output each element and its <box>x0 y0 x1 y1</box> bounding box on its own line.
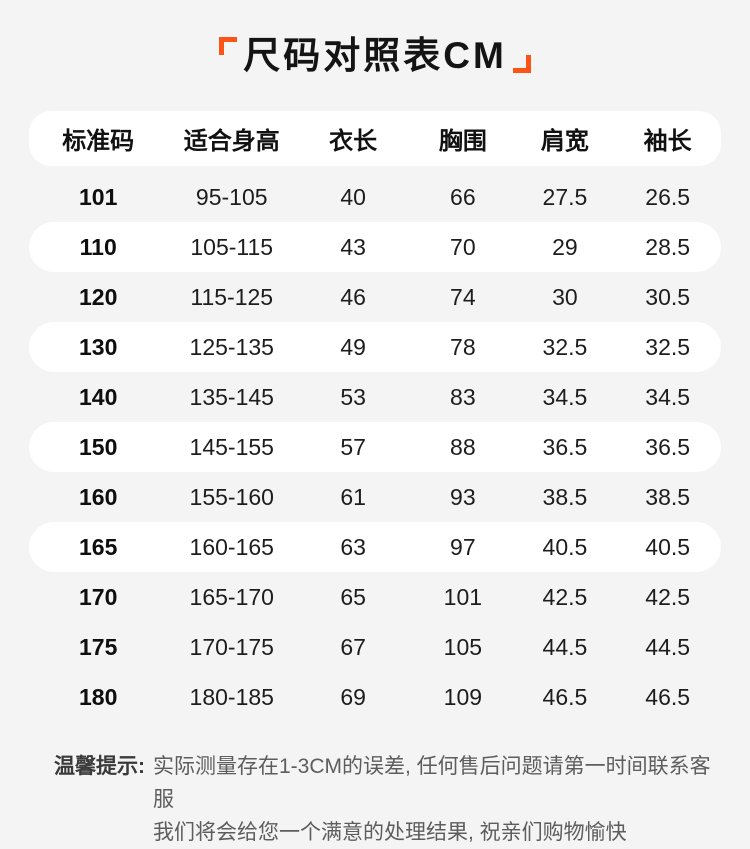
column-header: 胸围 <box>438 128 487 155</box>
measurement-cell: 27.5 <box>542 183 588 210</box>
measurement-cell: 63 <box>340 533 366 560</box>
footnote-text: 实际测量存在1-3CM的误差, 任何售后问题请第一时间联系客服 我们将会给您一个… <box>153 750 720 849</box>
size-code-cell: 120 <box>79 283 118 310</box>
measurement-cell: 40.5 <box>542 533 588 560</box>
measurement-cell: 78 <box>450 333 476 360</box>
measurement-cell: 38.5 <box>542 483 588 510</box>
measurement-cell: 69 <box>340 683 366 710</box>
size-code-cell: 110 <box>79 233 117 260</box>
page-title: 尺码对照表CM <box>0 0 750 78</box>
column-header: 袖长 <box>643 128 692 155</box>
column-header: 衣长 <box>329 128 378 155</box>
table-row: 120 115-125 46 74 30 30.5 <box>29 272 721 322</box>
measurement-cell: 83 <box>450 383 476 410</box>
measurement-cell: 34.5 <box>542 383 588 410</box>
measurement-cell: 44.5 <box>542 633 588 660</box>
size-table: 标准码 适合身高 衣长 胸围 肩宽 袖长 101 95-105 40 66 27.5 26.5 110… <box>29 111 721 722</box>
measurement-cell: 57 <box>340 433 366 460</box>
table-row: 165 160-165 63 97 40.5 40.5 <box>29 522 721 572</box>
measurement-cell: 49 <box>340 333 366 360</box>
size-code-cell: 175 <box>79 633 118 660</box>
measurement-cell: 160-165 <box>189 533 274 560</box>
column-header: 适合身高 <box>183 128 280 155</box>
measurement-cell: 36.5 <box>542 433 588 460</box>
measurement-cell: 46.5 <box>645 683 691 710</box>
measurement-cell: 30.5 <box>645 283 691 310</box>
measurement-cell: 46 <box>340 283 366 310</box>
measurement-cell: 101 <box>443 583 483 610</box>
measurement-cell: 38.5 <box>645 483 691 510</box>
measurement-cell: 95-105 <box>195 183 268 210</box>
measurement-cell: 135-145 <box>189 383 274 410</box>
column-header: 标准码 <box>62 128 135 155</box>
measurement-cell: 42.5 <box>542 583 588 610</box>
table-row: 140 135-145 53 83 34.5 34.5 <box>29 372 721 422</box>
footnote: 温馨提示: 实际测量存在1-3CM的误差, 任何售后问题请第一时间联系客服 我们… <box>54 750 720 849</box>
measurement-cell: 29 <box>552 233 578 260</box>
measurement-cell: 65 <box>340 583 366 610</box>
size-code-cell: 170 <box>79 583 118 610</box>
size-code-cell: 130 <box>79 333 118 360</box>
size-code-cell: 160 <box>79 483 118 510</box>
corner-bracket-left-icon <box>219 37 238 55</box>
size-code-cell: 165 <box>79 533 118 560</box>
table-row: 170 165-170 65 101 42.5 42.5 <box>29 572 721 622</box>
corner-bracket-right-icon <box>512 55 531 73</box>
measurement-cell: 40.5 <box>645 533 691 560</box>
measurement-cell: 145-155 <box>189 433 274 460</box>
measurement-cell: 165-170 <box>189 583 274 610</box>
page-title-text: 尺码对照表CM <box>243 35 507 76</box>
measurement-cell: 180-185 <box>189 683 274 710</box>
measurement-cell: 74 <box>450 283 476 310</box>
table-row: 150 145-155 57 88 36.5 36.5 <box>29 422 721 472</box>
measurement-cell: 105 <box>443 633 483 660</box>
measurement-cell: 26.5 <box>645 183 691 210</box>
measurement-cell: 30 <box>552 283 578 310</box>
measurement-cell: 42.5 <box>645 583 691 610</box>
measurement-cell: 105-115 <box>190 233 274 260</box>
measurement-cell: 97 <box>450 533 476 560</box>
table-row: 110 105-115 43 70 29 28.5 <box>29 222 721 272</box>
measurement-cell: 170-175 <box>189 633 274 660</box>
table-row: 101 95-105 40 66 27.5 26.5 <box>29 172 721 222</box>
measurement-cell: 28.5 <box>645 233 691 260</box>
measurement-cell: 115-125 <box>190 283 274 310</box>
table-row: 160 155-160 61 93 38.5 38.5 <box>29 472 721 522</box>
measurement-cell: 43 <box>340 233 366 260</box>
measurement-cell: 53 <box>340 383 366 410</box>
measurement-cell: 70 <box>450 233 476 260</box>
measurement-cell: 125-135 <box>189 333 274 360</box>
footnote-line-1: 实际测量存在1-3CM的误差, 任何售后问题请第一时间联系客服 <box>153 755 711 811</box>
table-row: 180 180-185 69 109 46.5 46.5 <box>29 672 721 722</box>
measurement-cell: 34.5 <box>645 383 691 410</box>
measurement-cell: 46.5 <box>542 683 588 710</box>
measurement-cell: 109 <box>443 683 483 710</box>
table-row: 175 170-175 67 105 44.5 44.5 <box>29 622 721 672</box>
measurement-cell: 155-160 <box>189 483 274 510</box>
measurement-cell: 93 <box>450 483 476 510</box>
footnote-line-2: 我们将会给您一个满意的处理结果, 祝亲们购物愉快 <box>153 821 627 844</box>
footnote-label: 温馨提示: <box>54 755 145 778</box>
table-rows: 101 95-105 40 66 27.5 26.5 110 105-115 43 70 29 28.… <box>29 172 721 722</box>
measurement-cell: 88 <box>450 433 476 460</box>
column-header: 肩宽 <box>540 128 589 155</box>
table-row: 130 125-135 49 78 32.5 32.5 <box>29 322 721 372</box>
size-code-cell: 140 <box>79 383 118 410</box>
size-code-cell: 101 <box>79 183 118 210</box>
measurement-cell: 32.5 <box>645 333 691 360</box>
measurement-cell: 61 <box>340 483 366 510</box>
measurement-cell: 36.5 <box>645 433 691 460</box>
table-header-row: 标准码 适合身高 衣长 胸围 肩宽 袖长 <box>29 111 721 166</box>
measurement-cell: 66 <box>450 183 476 210</box>
size-code-cell: 180 <box>79 683 118 710</box>
measurement-cell: 40 <box>340 183 366 210</box>
measurement-cell: 67 <box>340 633 366 660</box>
measurement-cell: 32.5 <box>542 333 588 360</box>
size-code-cell: 150 <box>79 433 118 460</box>
measurement-cell: 44.5 <box>645 633 691 660</box>
